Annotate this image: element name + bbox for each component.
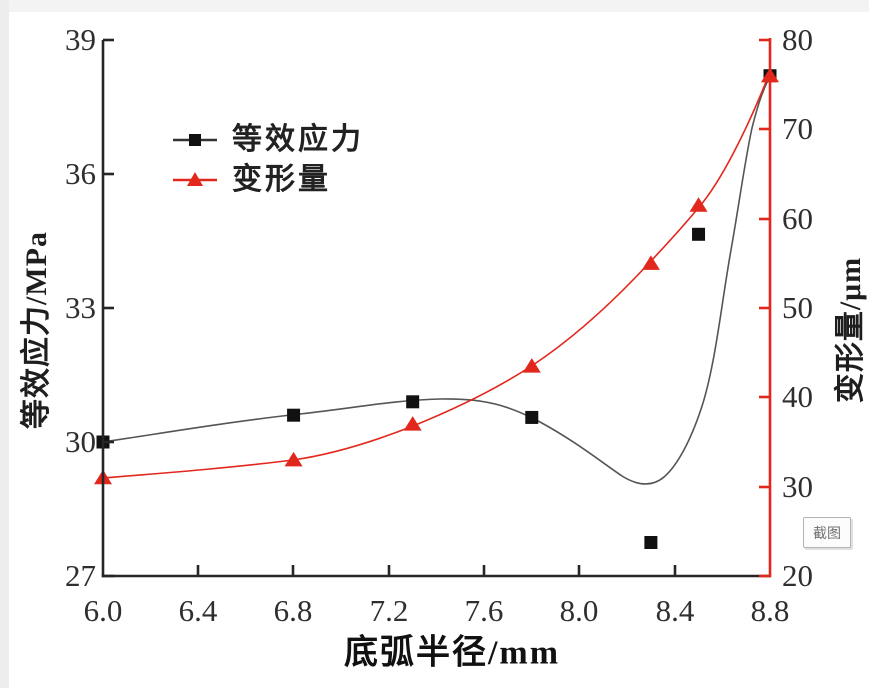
square-marker — [692, 227, 706, 241]
triangle-marker — [641, 255, 660, 270]
right-tick-60: 60 — [782, 201, 813, 236]
triangle-marker — [284, 451, 303, 467]
screenshot-button[interactable]: 截图 — [803, 517, 851, 548]
square-marker — [525, 410, 539, 424]
x-tick-8.4: 8.4 — [656, 593, 695, 628]
right-tick-20: 20 — [782, 558, 813, 593]
legend-item-deformation: 变形量 — [172, 160, 364, 200]
x-tick-6.4: 6.4 — [179, 593, 218, 628]
x-axis-title: 底弧半径/mm — [343, 634, 561, 672]
triangle-marker — [403, 416, 422, 431]
legend-label-deformation: 变形量 — [232, 163, 331, 196]
x-tick-7.2: 7.2 — [370, 593, 409, 628]
left-tick-33: 33 — [65, 290, 96, 325]
stress-fit-curve — [102, 75, 771, 485]
right-tick-50: 50 — [782, 290, 813, 325]
x-tick-7.6: 7.6 — [465, 593, 504, 628]
right-axis — [759, 38, 772, 578]
triangle-marker — [522, 358, 541, 373]
square-marker — [406, 395, 420, 409]
left-tick-27: 27 — [65, 558, 96, 593]
right-tick-30: 30 — [782, 469, 813, 504]
square-marker-sample-icon — [173, 134, 217, 146]
legend: 等效应力 变形量 — [172, 120, 364, 200]
screenshot-top-edge — [0, 0, 869, 12]
x-tick-8.0: 8.0 — [560, 593, 599, 628]
left-tick-36: 36 — [65, 156, 96, 191]
x-axis — [101, 565, 771, 578]
triangle-marker — [689, 197, 708, 212]
triangle-marker-sample-icon — [173, 172, 217, 186]
legend-item-stress: 等效应力 — [172, 120, 364, 160]
x-tick-6.0: 6.0 — [84, 593, 123, 628]
x-tick-8.8: 8.8 — [751, 593, 790, 628]
left-axis — [101, 38, 114, 578]
left-tick-30: 30 — [65, 424, 96, 459]
right-axis-title: 变形量/μm — [834, 256, 867, 404]
x-tick-6.8: 6.8 — [274, 593, 313, 628]
left-tick-39: 39 — [65, 22, 96, 57]
square-marker — [287, 408, 301, 422]
legend-label-stress: 等效应力 — [232, 123, 364, 156]
right-tick-70: 70 — [782, 111, 813, 146]
right-tick-80: 80 — [782, 22, 813, 57]
left-axis-title: 等效应力/MPa — [20, 231, 53, 429]
square-marker — [644, 536, 658, 549]
right-tick-40: 40 — [782, 379, 813, 414]
screenshot-left-edge — [0, 0, 9, 688]
